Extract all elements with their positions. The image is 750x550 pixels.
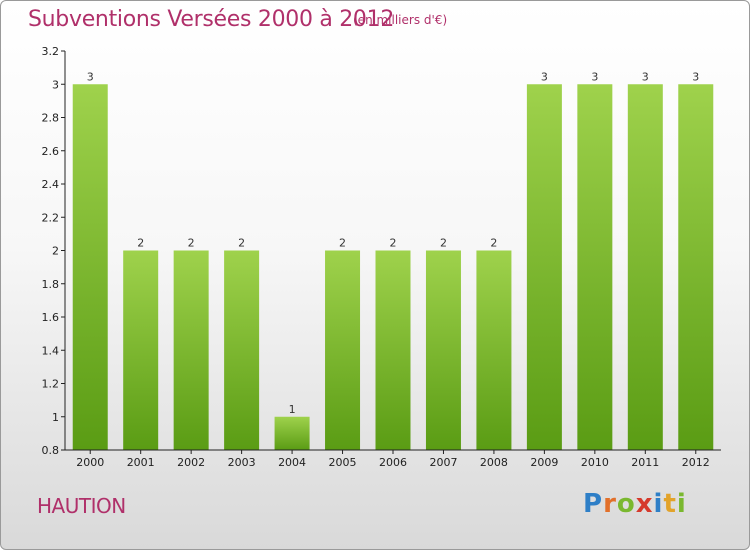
data-label-2009: 3 (541, 70, 548, 83)
data-label-2001: 2 (137, 237, 144, 250)
bar-2000 (72, 84, 108, 450)
x-tick-label-2007: 2007 (429, 456, 457, 469)
x-tick-label-2008: 2008 (480, 456, 508, 469)
x-tick-label-2009: 2009 (530, 456, 558, 469)
data-label-2003: 2 (238, 237, 245, 250)
x-tick-label-2002: 2002 (177, 456, 205, 469)
x-tick-label-2003: 2003 (228, 456, 256, 469)
bar-2006 (375, 250, 411, 450)
chart-title: Subventions Versées 2000 à 2012 (28, 7, 395, 32)
x-tick-label-2005: 2005 (329, 456, 357, 469)
data-label-2005: 2 (339, 237, 346, 250)
y-tick-label: 2 (52, 245, 59, 258)
data-label-2004: 1 (289, 403, 296, 416)
place-name: HAUTION (37, 494, 126, 518)
data-label-2000: 3 (87, 70, 94, 83)
logo-letter: o (616, 489, 636, 519)
logo-letter: t (663, 489, 677, 519)
data-label-2006: 2 (390, 237, 397, 250)
y-tick-label: 2.6 (42, 145, 60, 158)
bar-2010 (577, 84, 613, 450)
x-tick-label-2001: 2001 (127, 456, 155, 469)
bar-2008 (476, 250, 512, 450)
bar-2003 (224, 250, 260, 450)
data-label-2008: 2 (490, 237, 497, 250)
bar-2001 (123, 250, 159, 450)
bar-2011 (627, 84, 663, 450)
y-tick-label: 1.8 (42, 278, 60, 291)
proxiti-logo: Proxiti (583, 489, 687, 519)
data-label-2010: 3 (591, 70, 598, 83)
logo-letter: i (653, 489, 664, 519)
y-tick-label: 2.8 (42, 112, 60, 125)
x-tick-label-2006: 2006 (379, 456, 407, 469)
data-label-2007: 2 (440, 237, 447, 250)
bar-2012 (678, 84, 714, 450)
data-label-2002: 2 (188, 237, 195, 250)
logo-letter: x (635, 489, 654, 519)
y-tick-label: 2.2 (42, 211, 60, 224)
bar-2005 (325, 250, 361, 450)
chart-unit-note: (en milliers d'€) (353, 13, 448, 27)
logo-letter: r (603, 489, 617, 519)
logo-letter: i (676, 489, 687, 519)
y-tick-label: 1.2 (42, 378, 60, 391)
y-tick-label: 3 (52, 78, 59, 91)
bar-2002 (173, 250, 209, 450)
bar-2004 (274, 416, 310, 450)
data-label-2011: 3 (642, 70, 649, 83)
x-tick-label-2011: 2011 (631, 456, 659, 469)
bar-2007 (425, 250, 461, 450)
y-tick-label: 1.4 (42, 344, 60, 357)
y-tick-label: 3.2 (42, 45, 60, 58)
y-tick-label: 2.4 (42, 178, 60, 191)
x-tick-label-2010: 2010 (581, 456, 609, 469)
y-tick-label: 0.8 (42, 444, 60, 457)
data-label-2012: 3 (692, 70, 699, 83)
x-tick-label-2004: 2004 (278, 456, 306, 469)
y-tick-label: 1 (52, 411, 59, 424)
x-tick-label-2000: 2000 (76, 456, 104, 469)
x-tick-label-2012: 2012 (682, 456, 710, 469)
y-tick-label: 1.6 (42, 311, 60, 324)
logo-letter: P (583, 489, 604, 519)
bar-2009 (526, 84, 562, 450)
